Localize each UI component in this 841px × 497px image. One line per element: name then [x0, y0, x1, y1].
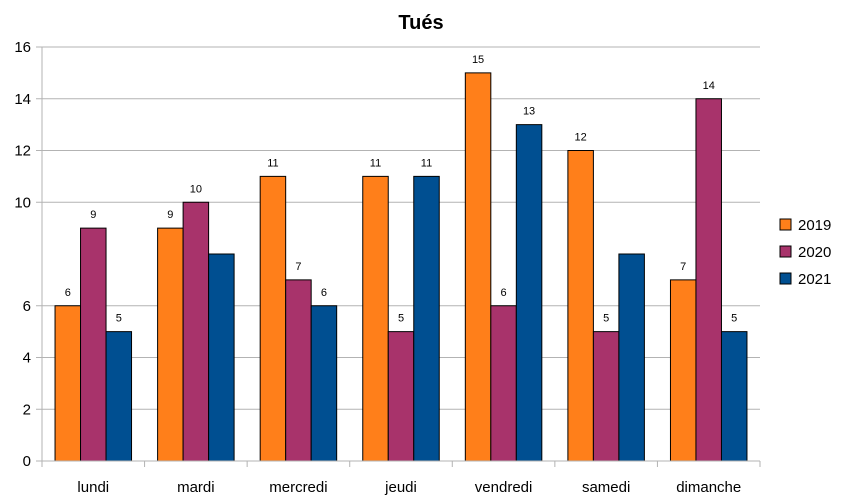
bar-2020-samedi [592, 331, 620, 462]
bar-2020-mercredi [285, 279, 312, 462]
chart-title: Tués [398, 12, 443, 34]
y-tick-label: 2 [23, 401, 31, 418]
data-label: 6 [65, 287, 71, 299]
data-labels: 6 9 5 9 10 11 7 6 11 5 11 15 6 13 12 5 7 14 5 [65, 54, 738, 325]
data-label: 7 [680, 261, 686, 273]
bar-2019-jeudi [362, 175, 389, 462]
data-label: 6 [321, 287, 327, 299]
data-label: 13 [523, 106, 535, 118]
y-tick-label: 12 [14, 143, 31, 160]
bar-2020-vendredi [490, 305, 517, 462]
x-category-label: dimanche [676, 479, 741, 496]
bar-2019-vendredi [464, 72, 492, 462]
data-label: 15 [472, 54, 484, 66]
bar-2021-lundi [105, 331, 133, 462]
bar-2019-dimanche [669, 279, 697, 462]
bar-2021-jeudi [413, 175, 440, 462]
data-label: 14 [703, 80, 715, 92]
data-label: 9 [90, 209, 96, 221]
x-category-label: vendredi [475, 479, 533, 496]
y-tick-label: 6 [23, 298, 31, 315]
data-label: 5 [731, 313, 737, 325]
legend-swatch-2019 [779, 218, 792, 231]
x-axis [41, 47, 761, 467]
x-category-label: mercredi [269, 479, 327, 496]
x-category-label: lundi [77, 479, 109, 496]
bar-2021-dimanche [720, 331, 748, 462]
legend-label: 2021 [798, 271, 831, 288]
bar-2019-lundi [54, 305, 82, 462]
legend-label: 2020 [798, 244, 831, 261]
y-tick-label: 14 [14, 91, 31, 108]
bar-2020-dimanche [695, 98, 722, 462]
data-label: 5 [603, 313, 609, 325]
data-label: 7 [295, 261, 301, 273]
bar-2019-mercredi [259, 175, 287, 462]
y-axis-ticks: 0 2 4 6 10 12 14 16 [14, 39, 42, 470]
y-tick-label: 16 [14, 39, 31, 56]
bar-2020-lundi [80, 227, 107, 462]
bar-2020-jeudi [387, 331, 415, 462]
y-tick-label: 4 [23, 350, 31, 367]
data-label: 12 [575, 132, 587, 144]
y-tick-label: 10 [14, 194, 31, 211]
legend: 2019 2020 2021 [779, 217, 831, 288]
data-label: 11 [370, 157, 381, 169]
legend-swatch-2021 [779, 272, 792, 285]
data-label: 5 [398, 313, 404, 325]
bar-2019-samedi [567, 150, 594, 462]
x-category-label: samedi [582, 479, 630, 496]
bar-2021-vendredi [515, 124, 543, 462]
x-category-label: mardi [177, 479, 215, 496]
legend-label: 2019 [798, 217, 831, 234]
data-label: 5 [116, 313, 122, 325]
bar-2021-mardi [208, 253, 235, 462]
data-label: 9 [167, 209, 173, 221]
legend-swatch-2020 [779, 245, 792, 258]
y-tick-label: 0 [23, 453, 31, 470]
data-label: 10 [190, 183, 202, 195]
bar-2021-mercredi [310, 305, 338, 462]
data-label: 11 [421, 157, 432, 169]
data-label: 6 [501, 287, 507, 299]
bars [54, 72, 748, 462]
bar-2020-mardi [182, 201, 210, 462]
x-category-label: jeudi [384, 479, 417, 496]
data-label: 11 [267, 157, 278, 169]
bar-2019-mardi [157, 227, 184, 462]
x-axis-category-labels: lundi mardi mercredi jeudi vendredi samedi dim… [77, 479, 741, 496]
bar-2021-samedi [618, 253, 645, 462]
